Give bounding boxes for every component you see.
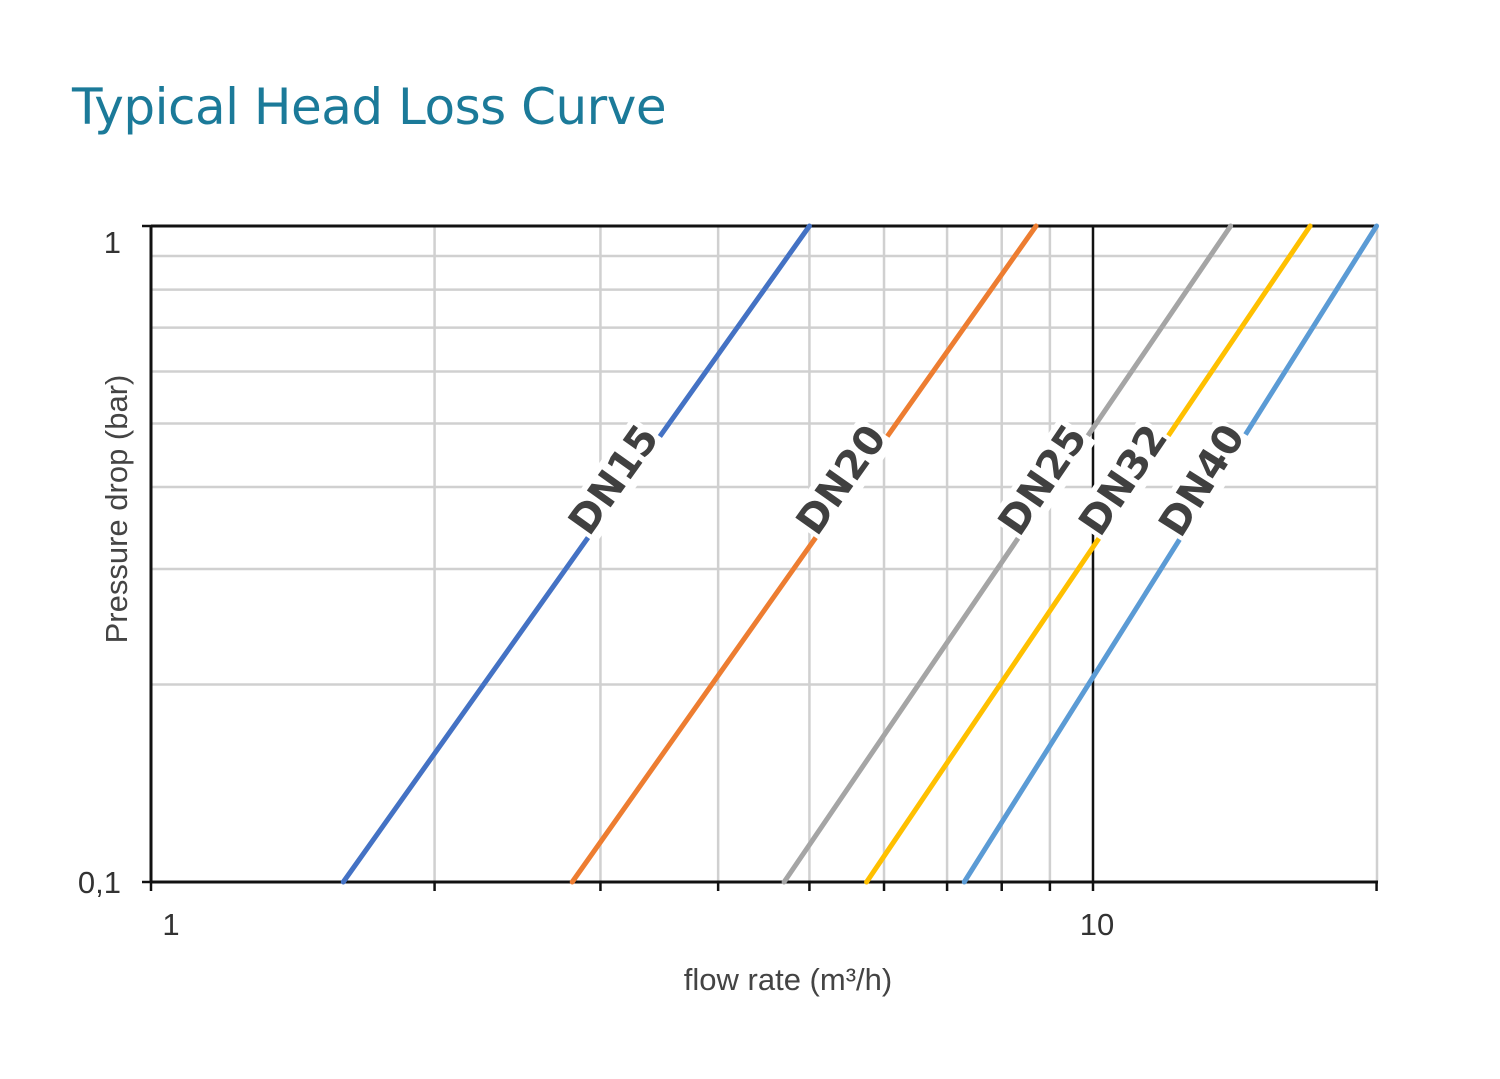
x-axis-label: flow rate (m³/h) — [684, 962, 892, 997]
series-label-background — [560, 416, 668, 544]
series-label-dn20: DN20 — [788, 417, 896, 543]
series-line-dn32 — [864, 223, 1313, 885]
series-line-dn15 — [340, 223, 812, 885]
series-line-dn40 — [961, 223, 1380, 885]
x-tick-label: 1 — [162, 907, 179, 942]
grid-lines — [151, 226, 1377, 882]
series-label-background — [1150, 416, 1254, 545]
series-label-group-dn20: DN20 — [787, 416, 896, 544]
series-label-background — [1070, 416, 1177, 544]
series-label-dn15: DN15 — [560, 417, 668, 543]
x-tick-label: 10 — [1080, 907, 1114, 942]
series-label-background — [990, 416, 1097, 544]
y-tick-label: 0,1 — [78, 865, 121, 900]
series-lines — [340, 223, 1380, 885]
series-label-group-dn15: DN15 — [560, 416, 668, 544]
series-line-dn25 — [781, 223, 1234, 885]
y-tick-label: 1 — [104, 225, 121, 260]
series-line-dn20 — [569, 223, 1039, 885]
series-label-background — [787, 416, 896, 544]
page-title: Typical Head Loss Curve — [72, 78, 667, 136]
axes: 1 10 0,1 1 — [78, 224, 1379, 942]
y-axis-label: Pressure drop (bar) — [99, 375, 134, 644]
